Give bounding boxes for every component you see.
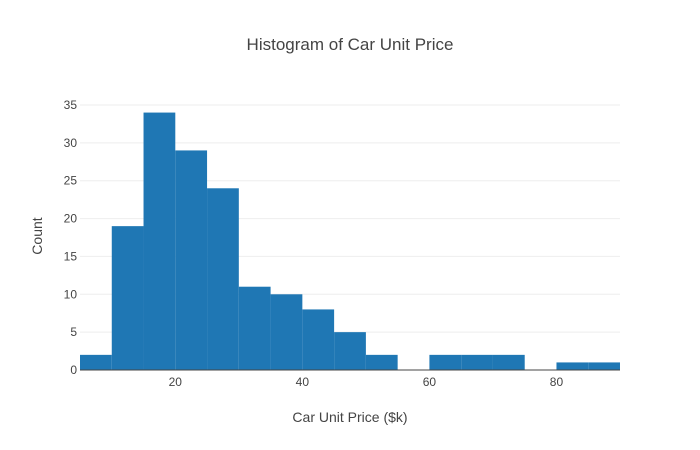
y-axis-title: Count <box>29 217 45 254</box>
bar-layer <box>80 112 620 371</box>
histogram-bar <box>175 150 208 370</box>
histogram-bar <box>492 354 525 370</box>
histogram-bar <box>365 354 398 370</box>
histogram-bar <box>143 112 176 371</box>
histogram-bar <box>556 362 589 370</box>
histogram-bar <box>334 332 366 370</box>
y-tick-label: 0 <box>70 363 77 377</box>
y-tick-label: 15 <box>64 249 78 263</box>
chart-title: Histogram of Car Unit Price <box>247 35 454 54</box>
histogram-bar <box>588 362 620 370</box>
axis-layer: 0 5 10 15 20 25 30 35 20 40 60 80 <box>64 98 620 389</box>
y-tick-label: 20 <box>64 212 78 226</box>
histogram-bar <box>302 309 335 370</box>
histogram-bar <box>80 354 112 370</box>
y-tick-label: 10 <box>64 287 78 301</box>
x-tick-label: 80 <box>550 375 564 389</box>
x-tick-label: 20 <box>169 375 183 389</box>
histogram-bar <box>429 354 462 370</box>
y-tick-label: 25 <box>64 174 78 188</box>
histogram-bar <box>270 294 303 370</box>
x-tick-label: 60 <box>423 375 437 389</box>
histogram-bar <box>111 226 144 370</box>
x-tick-label: 40 <box>296 375 310 389</box>
y-tick-label: 5 <box>70 325 77 339</box>
x-axis-title: Car Unit Price ($k) <box>292 409 407 425</box>
histogram-bar <box>461 354 493 370</box>
y-tick-label: 30 <box>64 136 78 150</box>
histogram-bar <box>207 188 239 370</box>
y-tick-label: 35 <box>64 98 78 112</box>
histogram-bar <box>238 286 271 370</box>
